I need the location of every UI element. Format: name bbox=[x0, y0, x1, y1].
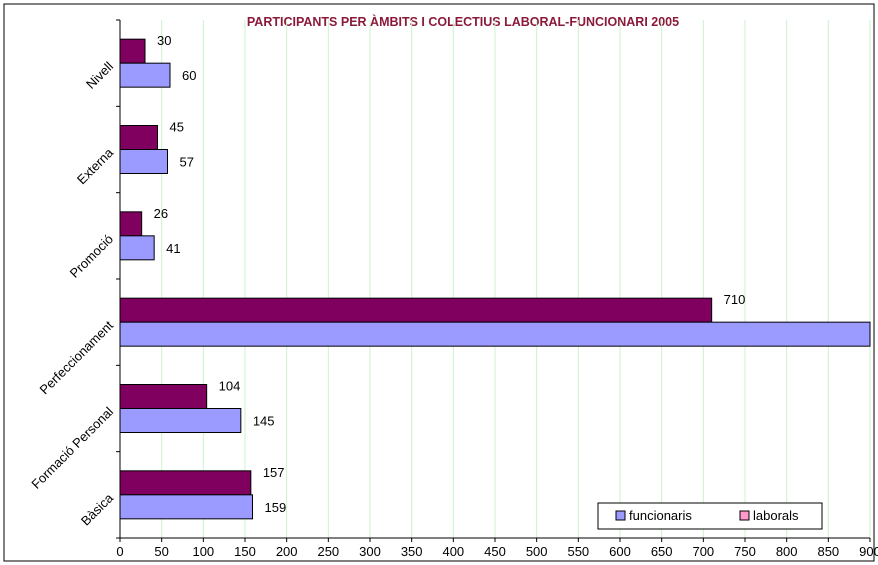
legend-label: laborals bbox=[753, 508, 799, 523]
legend: funcionaris laborals bbox=[597, 502, 823, 530]
x-tick-label: 50 bbox=[154, 544, 168, 559]
bar-funcionaris bbox=[119, 62, 171, 88]
x-tick-label: 0 bbox=[116, 544, 123, 559]
bar-laborals bbox=[119, 38, 146, 64]
data-label: 710 bbox=[724, 292, 746, 307]
x-tick-label: 450 bbox=[484, 544, 506, 559]
x-tick-label: 700 bbox=[692, 544, 714, 559]
bar-laborals bbox=[119, 297, 713, 323]
data-label: 60 bbox=[182, 68, 196, 83]
x-tick-label: 200 bbox=[276, 544, 298, 559]
x-tick-label: 850 bbox=[817, 544, 839, 559]
x-tick-label: 900 bbox=[859, 544, 878, 559]
data-label: 159 bbox=[265, 500, 287, 515]
x-tick-label: 100 bbox=[192, 544, 214, 559]
chart-frame bbox=[3, 3, 875, 562]
bar-laborals bbox=[119, 211, 143, 237]
chart-title: PARTICIPANTS PER ÀMBITS I COLECTIUS LABO… bbox=[247, 14, 679, 29]
bar-funcionaris bbox=[119, 321, 871, 347]
bar-funcionaris bbox=[119, 408, 242, 433]
data-label: 157 bbox=[263, 465, 285, 480]
bars bbox=[119, 38, 871, 520]
gridlines bbox=[161, 20, 871, 538]
bar-funcionaris bbox=[119, 494, 253, 520]
x-tick-label: 150 bbox=[234, 544, 256, 559]
x-tick-label: 600 bbox=[609, 544, 631, 559]
x-tick-label: 400 bbox=[442, 544, 464, 559]
x-tick-label: 500 bbox=[526, 544, 548, 559]
bar-funcionaris bbox=[119, 235, 155, 261]
legend-swatch-funcionaris bbox=[615, 510, 626, 521]
legend-swatch-laborals bbox=[739, 510, 750, 521]
x-tick-label: 300 bbox=[359, 544, 381, 559]
x-tick-label: 550 bbox=[567, 544, 589, 559]
data-label: 26 bbox=[154, 206, 168, 221]
data-label: 41 bbox=[166, 241, 180, 256]
x-tick-label: 250 bbox=[317, 544, 339, 559]
x-tick-label: 350 bbox=[401, 544, 423, 559]
data-label: 45 bbox=[170, 120, 184, 135]
data-label: 145 bbox=[253, 414, 275, 429]
bar-funcionaris bbox=[119, 149, 168, 174]
x-tick-label: 750 bbox=[734, 544, 756, 559]
bar-laborals bbox=[119, 384, 208, 409]
x-tick-label: 800 bbox=[776, 544, 798, 559]
data-label: 104 bbox=[219, 379, 241, 394]
bar-laborals bbox=[119, 125, 158, 150]
data-label: 30 bbox=[157, 33, 171, 48]
data-label: 57 bbox=[180, 155, 194, 170]
data-labels: 157 159 104 145 710 26 41 45 57 30 60 bbox=[154, 33, 746, 515]
legend-label: funcionaris bbox=[629, 508, 692, 523]
x-tick-label: 650 bbox=[651, 544, 673, 559]
legend-box bbox=[597, 502, 823, 530]
bar-laborals bbox=[119, 470, 252, 496]
